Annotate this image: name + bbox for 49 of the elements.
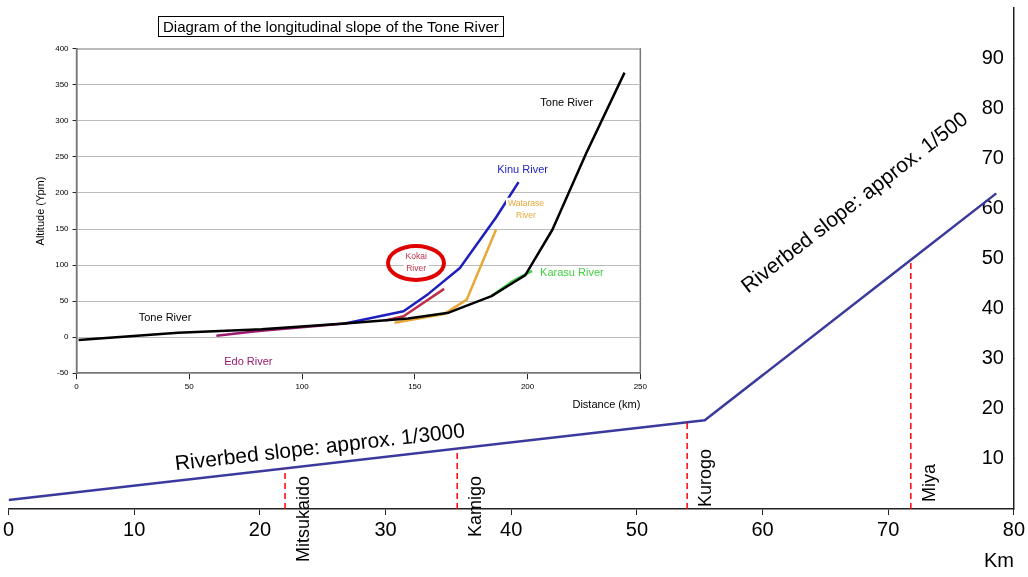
series-label: Watarase River <box>507 198 545 221</box>
series-label: Karasu River <box>540 265 604 278</box>
y-tick-label: 150 <box>55 224 70 234</box>
y-tick-label: -50 <box>56 368 70 378</box>
y-tick-label: 40 <box>981 296 1004 319</box>
y-tick-label: 350 <box>55 80 70 90</box>
series-label: Tone River <box>540 95 594 108</box>
y-axis-title: Altitude (Ypm) <box>33 176 46 246</box>
x-tick-label: 50 <box>184 382 195 392</box>
y-tick-label: 250 <box>55 152 70 162</box>
x-axis-title: Distance (km) <box>572 398 641 411</box>
x-tick-label: 60 <box>751 517 774 540</box>
y-tick-label: 70 <box>981 145 1004 168</box>
chart-title: Diagram of the longitudinal slope of the Tone River <box>158 16 504 37</box>
ref-line-label: Kamigo <box>465 475 486 537</box>
y-tick-label: 90 <box>981 45 1004 68</box>
x-tick-label: 0 <box>74 382 80 392</box>
y-tick-label: 50 <box>59 296 70 306</box>
x-tick-label: 70 <box>877 517 900 540</box>
x-tick-label: 0 <box>3 517 15 540</box>
x-tick-label: 100 <box>295 382 310 392</box>
ref-line-label: Kurogo <box>695 448 716 507</box>
y-tick-label: 300 <box>55 116 70 126</box>
series-label: Edo River <box>224 354 273 367</box>
x-tick-label: 50 <box>625 517 649 540</box>
y-tick-label: 50 <box>981 246 1004 269</box>
y-tick-label: 200 <box>55 188 70 198</box>
annotation: Tone River <box>138 311 192 324</box>
x-tick-label: 200 <box>520 382 535 392</box>
annotation: Riverbed slope: approx. 1/3000 <box>173 418 466 475</box>
text: Kokai River <box>405 251 427 274</box>
x-tick-label: 80 <box>1002 517 1025 540</box>
ref-line-label: Miya <box>918 463 939 502</box>
series-label: Kinu River <box>497 163 549 176</box>
x-tick-label: 10 <box>123 517 146 540</box>
ref-line-label: Mitsukaido <box>292 475 313 562</box>
x-tick-label: 30 <box>374 517 397 540</box>
y-tick-label: 10 <box>981 446 1004 469</box>
y-tick-label: 0 <box>64 332 70 342</box>
y-tick-label: 30 <box>981 346 1004 369</box>
y-tick-label: 400 <box>55 44 70 53</box>
x-tick-label: 40 <box>500 517 523 540</box>
x-tick-label: 150 <box>408 382 423 392</box>
y-tick-label: 100 <box>55 260 70 270</box>
x-tick-label: 250 <box>633 382 648 392</box>
x-tick-label: 20 <box>248 517 272 540</box>
x-axis-title: Km <box>983 548 1014 571</box>
y-tick-label: 20 <box>981 396 1004 419</box>
y-tick-label: 80 <box>981 95 1004 118</box>
